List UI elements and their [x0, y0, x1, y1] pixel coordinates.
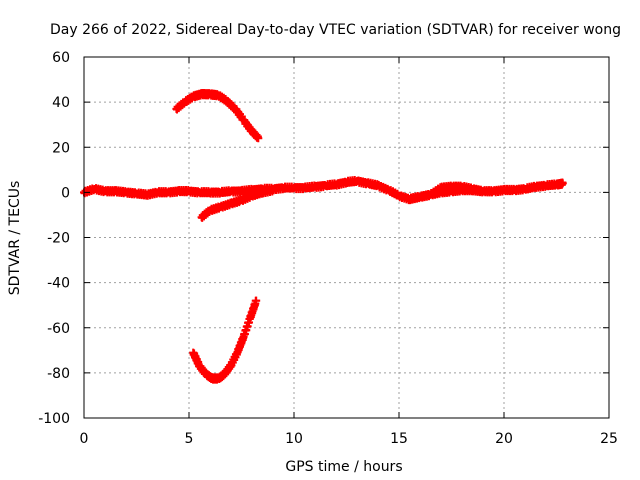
chart-title: Day 266 of 2022, Sidereal Day-to-day VTE…	[50, 22, 621, 38]
y-axis-label: SDTVAR / TECUs	[7, 181, 23, 296]
y-tick-label: 0	[61, 185, 70, 201]
interpolated-point	[478, 188, 487, 197]
axis-ticks: 0 5 10 15 20 25 -100 -80 -60 -40 -20 0 20 40 60	[38, 50, 618, 447]
y-tick-label: -100	[38, 411, 70, 427]
x-tick-label: 15	[390, 431, 408, 447]
x-tick-label: 5	[185, 431, 194, 447]
series-spread-band	[405, 181, 487, 205]
series-negative-branch	[197, 185, 277, 222]
interpolated-point	[558, 178, 567, 187]
y-tick-label: 60	[52, 50, 70, 66]
y-tick-label: -80	[47, 366, 70, 382]
y-tick-label: 20	[52, 140, 70, 156]
y-tick-label: 40	[52, 95, 70, 111]
series-low-arc	[189, 296, 261, 384]
series-high-arc	[172, 89, 263, 143]
data-points	[80, 89, 567, 384]
interpolated-point	[253, 132, 262, 141]
interpolated-point	[251, 296, 260, 305]
y-tick-label: -40	[47, 276, 70, 292]
x-tick-label: 20	[495, 431, 513, 447]
x-tick-label: 25	[600, 431, 618, 447]
x-axis-label: GPS time / hours	[285, 459, 402, 475]
x-tick-label: 10	[285, 431, 303, 447]
y-tick-label: -20	[47, 231, 70, 247]
grid-lines	[84, 57, 609, 418]
y-tick-label: -60	[47, 321, 70, 337]
x-tick-label: 0	[80, 431, 89, 447]
interpolated-point	[268, 187, 277, 196]
